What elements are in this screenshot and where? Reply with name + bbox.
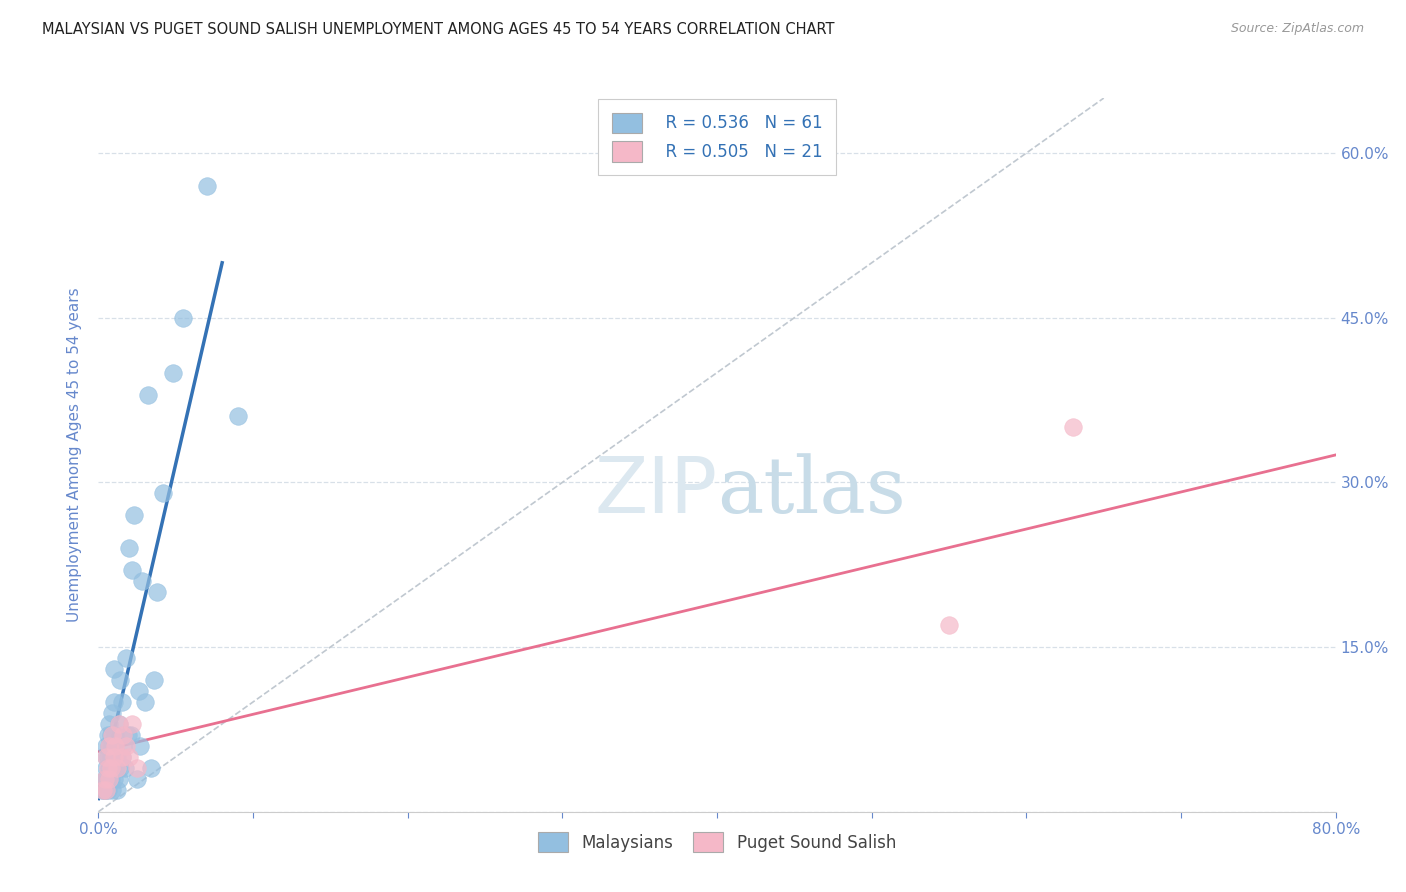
Point: [105, 749, 128, 764]
Point: [96, 782, 118, 797]
Point: [98, 739, 121, 753]
Point: [127, 772, 149, 786]
Point: [91, 782, 114, 797]
Point: [152, 486, 174, 500]
Point: [105, 782, 128, 797]
Point: [107, 717, 129, 731]
Point: [111, 749, 134, 764]
Text: MALAYSIAN VS PUGET SOUND SALISH UNEMPLOYMENT AMONG AGES 45 TO 54 YEARS CORRELATI: MALAYSIAN VS PUGET SOUND SALISH UNEMPLOY…: [42, 22, 835, 37]
Point: [101, 739, 124, 753]
Point: [98, 772, 121, 786]
Point: [120, 728, 142, 742]
Point: [104, 739, 127, 753]
Legend: Malaysians, Puget Sound Salish: Malaysians, Puget Sound Salish: [526, 821, 908, 864]
Point: [104, 761, 127, 775]
Point: [101, 782, 124, 797]
Point: [97, 728, 120, 742]
Point: [1062, 420, 1084, 434]
Point: [96, 739, 118, 753]
Point: [112, 728, 135, 742]
Point: [134, 695, 156, 709]
Point: [93, 782, 115, 797]
Point: [108, 761, 131, 775]
Point: [97, 772, 120, 786]
Y-axis label: Unemployment Among Ages 45 to 54 years: Unemployment Among Ages 45 to 54 years: [67, 287, 83, 623]
Point: [103, 695, 125, 709]
Point: [103, 739, 125, 753]
Point: [111, 695, 134, 709]
Point: [195, 178, 218, 193]
Point: [103, 772, 125, 786]
Point: [98, 739, 121, 753]
Text: ZIP: ZIP: [595, 452, 717, 529]
Point: [112, 739, 135, 753]
Point: [117, 728, 139, 742]
Text: atlas: atlas: [717, 453, 905, 528]
Point: [136, 387, 159, 401]
Point: [98, 717, 121, 731]
Point: [104, 728, 127, 742]
Point: [103, 662, 125, 676]
Point: [93, 772, 115, 786]
Point: [129, 739, 152, 753]
Point: [101, 706, 124, 720]
Point: [100, 749, 122, 764]
Point: [101, 761, 124, 775]
Point: [146, 585, 169, 599]
Point: [107, 772, 129, 786]
Point: [128, 684, 150, 698]
Point: [90, 782, 112, 797]
Point: [139, 761, 162, 775]
Point: [226, 409, 249, 424]
Point: [115, 739, 138, 753]
Point: [91, 782, 114, 797]
Point: [98, 772, 121, 786]
Point: [118, 541, 141, 556]
Point: [143, 673, 166, 687]
Point: [127, 761, 149, 775]
Point: [103, 749, 125, 764]
Point: [93, 772, 115, 786]
Point: [938, 618, 960, 632]
Point: [105, 761, 128, 775]
Point: [173, 310, 195, 325]
Point: [98, 761, 121, 775]
Point: [97, 782, 120, 797]
Point: [115, 651, 138, 665]
Point: [97, 761, 120, 775]
Point: [96, 782, 118, 797]
Point: [111, 749, 134, 764]
Text: Source: ZipAtlas.com: Source: ZipAtlas.com: [1230, 22, 1364, 36]
Point: [107, 717, 129, 731]
Point: [96, 761, 118, 775]
Point: [96, 749, 118, 764]
Point: [122, 508, 145, 523]
Point: [114, 761, 136, 775]
Point: [131, 574, 153, 589]
Point: [101, 728, 124, 742]
Point: [97, 749, 120, 764]
Point: [96, 772, 118, 786]
Point: [100, 772, 122, 786]
Point: [96, 749, 118, 764]
Point: [162, 366, 184, 380]
Point: [118, 749, 141, 764]
Point: [121, 563, 143, 577]
Point: [121, 717, 143, 731]
Point: [108, 673, 131, 687]
Point: [93, 772, 115, 786]
Point: [100, 728, 122, 742]
Point: [100, 761, 122, 775]
